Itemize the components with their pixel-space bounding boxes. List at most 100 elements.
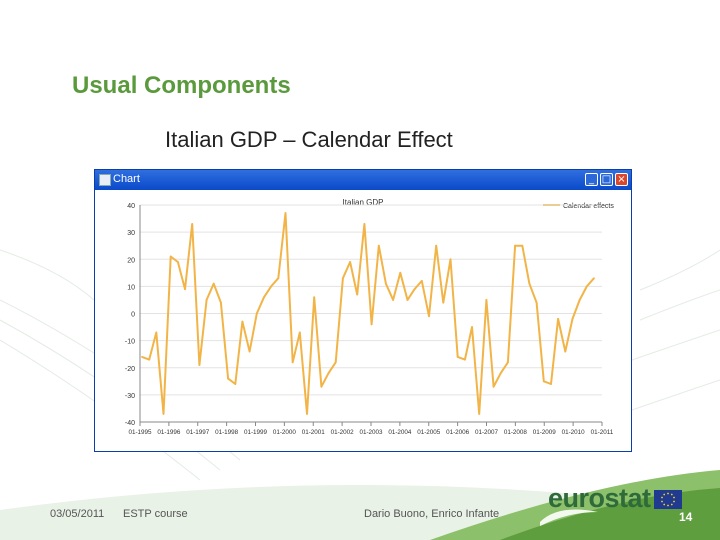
data-point	[478, 412, 481, 415]
x-tick-label: 01-2003	[359, 429, 383, 436]
chart-window: Chart _ □ × Italian GDP Calendar effects…	[94, 169, 632, 452]
data-point	[564, 350, 567, 353]
data-point	[557, 318, 560, 320]
data-point	[148, 358, 151, 361]
data-point	[313, 296, 316, 299]
x-tick-label: 01-2008	[504, 429, 528, 436]
data-point	[385, 282, 387, 285]
data-point	[456, 356, 459, 358]
data-point	[291, 361, 294, 364]
y-tick-label: 30	[127, 230, 135, 237]
footer-authors: Dario Buono, Enrico Infante	[364, 508, 500, 520]
window-titlebar[interactable]: Chart _ □ ×	[95, 170, 631, 190]
series-line	[141, 212, 595, 415]
data-point	[220, 301, 222, 304]
data-point	[270, 285, 273, 288]
x-tick-label: 01-2010	[562, 429, 586, 436]
data-point	[585, 285, 588, 288]
data-point	[198, 364, 201, 366]
data-point	[399, 271, 402, 274]
footer-date: 03/05/2011	[50, 508, 105, 520]
y-tick-label: -20	[125, 366, 135, 373]
data-point	[205, 299, 208, 301]
data-point	[521, 244, 524, 247]
data-point	[550, 383, 552, 385]
x-tick-label: 01-1995	[128, 429, 152, 436]
data-point	[155, 331, 158, 334]
page-number: 14	[679, 510, 693, 524]
data-point	[420, 280, 423, 282]
data-point	[169, 255, 172, 258]
data-point	[227, 377, 229, 380]
data-point	[234, 383, 237, 385]
data-point	[377, 244, 380, 247]
legend-label: Calendar effects	[563, 203, 614, 210]
eu-flag-icon	[654, 490, 682, 509]
data-point	[578, 299, 581, 301]
footer-course: ESTP course	[123, 508, 188, 520]
data-point	[571, 318, 574, 320]
data-point	[356, 293, 359, 296]
data-point	[463, 358, 466, 361]
x-tick-label: 01-2011	[591, 429, 614, 436]
data-point	[349, 261, 351, 263]
data-point	[507, 361, 509, 364]
data-point	[263, 296, 265, 299]
y-tick-label: 40	[127, 203, 135, 210]
data-point	[327, 372, 330, 375]
data-point	[542, 380, 545, 383]
data-point	[184, 288, 186, 290]
x-tick-label: 01-1996	[157, 429, 181, 436]
data-point	[284, 212, 287, 215]
data-point	[499, 372, 502, 375]
x-tick-label: 01-2000	[273, 429, 297, 436]
y-tick-label: 10	[127, 284, 135, 291]
x-tick-label: 01-2002	[331, 429, 355, 436]
data-point	[241, 320, 244, 323]
window-title: Chart	[113, 173, 140, 185]
maximize-button[interactable]: □	[600, 173, 613, 186]
data-point	[471, 326, 473, 328]
x-tick-label: 01-2005	[417, 429, 441, 436]
x-tick-label: 01-1997	[186, 429, 210, 436]
x-tick-label: 01-1999	[244, 429, 268, 436]
data-point	[449, 258, 452, 261]
data-point	[277, 277, 280, 280]
data-point	[435, 244, 438, 247]
slide-subtitle: Italian GDP – Calendar Effect	[165, 127, 453, 152]
logo-text: eurostat	[548, 483, 651, 513]
close-button[interactable]: ×	[615, 173, 628, 186]
y-tick-label: 20	[127, 257, 135, 264]
data-point	[298, 331, 301, 334]
footer-band	[0, 470, 720, 540]
y-tick-label: -30	[125, 393, 135, 400]
window-app-icon	[99, 174, 111, 186]
chart-legend: Calendar effects	[543, 203, 614, 210]
data-point	[492, 385, 495, 388]
data-point	[363, 223, 366, 225]
x-tick-label: 01-2001	[302, 429, 326, 436]
minimize-button[interactable]: _	[585, 173, 598, 186]
eurostat-swoosh-icon	[540, 509, 598, 526]
x-tick-label: 01-2009	[533, 429, 557, 436]
x-tick-label: 01-2006	[446, 429, 470, 436]
data-point	[320, 385, 323, 388]
data-point	[306, 412, 308, 415]
x-tick-label: 01-2004	[388, 429, 412, 436]
data-point	[334, 361, 337, 364]
data-point	[255, 312, 258, 315]
data-point	[392, 299, 395, 301]
y-tick-label: -10	[125, 339, 135, 346]
data-point	[535, 301, 538, 304]
data-point	[141, 356, 143, 358]
data-point	[341, 277, 344, 280]
data-point	[248, 350, 251, 353]
line-chart: Italian GDP Calendar effects -40 -30 -20 -1…	[125, 198, 614, 436]
slide-title: Usual Components	[72, 72, 291, 99]
eurostat-logo	[538, 482, 688, 528]
data-point	[428, 315, 430, 318]
data-point	[162, 412, 165, 415]
x-tick-label: 01-1998	[215, 429, 239, 436]
data-point	[176, 261, 179, 263]
data-point	[528, 282, 531, 285]
